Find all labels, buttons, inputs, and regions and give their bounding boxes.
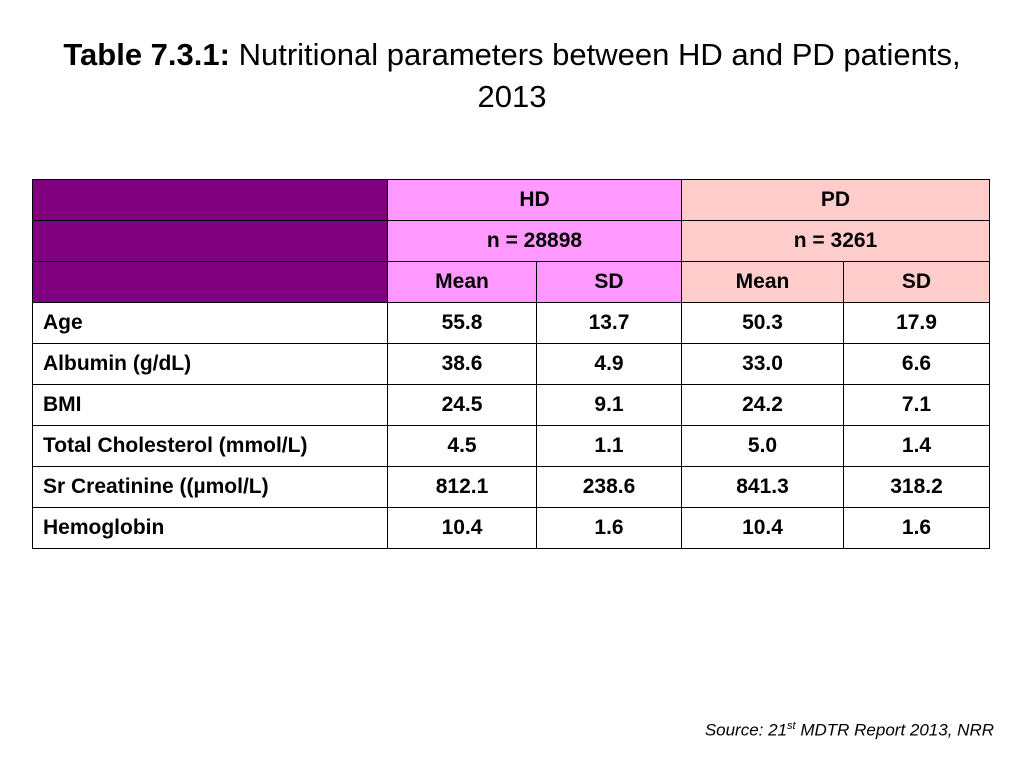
value-cell: 5.0 (681, 425, 844, 467)
value-cell: 1.6 (843, 507, 990, 549)
row-label: BMI (32, 384, 388, 426)
group-header-pd: PD (681, 179, 990, 221)
table-body: Age 55.8 13.7 50.3 17.9 Albumin (g/dL) 38.6 4.9… (32, 302, 990, 549)
value-cell: 13.7 (536, 302, 682, 344)
value-cell: 17.9 (843, 302, 990, 344)
nutrition-table: HD PD n = 28898 n = 3261 Mean SD Mean SD… (32, 179, 990, 549)
table-number: Table 7.3.1: (63, 37, 230, 72)
group-header-row: HD PD (32, 179, 990, 221)
value-cell: 9.1 (536, 384, 682, 426)
source-prefix: Source: 21 (704, 720, 788, 740)
value-cell: 33.0 (681, 343, 844, 385)
value-cell: 238.6 (536, 466, 682, 508)
value-cell: 50.3 (681, 302, 844, 344)
table-caption: Nutritional parameters between HD and PD… (238, 37, 961, 114)
subheader-pd-sd: SD (843, 261, 990, 303)
table-row: Sr Creatinine ((µmol/L) 812.1 238.6 841.3 31… (32, 466, 990, 508)
value-cell: 841.3 (681, 466, 844, 508)
corner-cell (32, 179, 388, 221)
value-cell: 10.4 (681, 507, 844, 549)
value-cell: 24.5 (387, 384, 537, 426)
table-row: Hemoglobin 10.4 1.6 10.4 1.6 (32, 507, 990, 549)
subheader-row: Mean SD Mean SD (32, 261, 990, 303)
value-cell: 38.6 (387, 343, 537, 385)
sample-size-hd: n = 28898 (387, 220, 682, 262)
value-cell: 1.4 (843, 425, 990, 467)
row-label: Sr Creatinine ((µmol/L) (32, 466, 388, 508)
table-row: Albumin (g/dL) 38.6 4.9 33.0 6.6 (32, 343, 990, 385)
page-title: Table 7.3.1: Nutritional parameters betw… (60, 34, 964, 118)
corner-cell (32, 220, 388, 262)
value-cell: 1.6 (536, 507, 682, 549)
table-row: Age 55.8 13.7 50.3 17.9 (32, 302, 990, 344)
source-note: Source: 21st MDTR Report 2013, NRR (705, 720, 994, 741)
corner-cell (32, 261, 388, 303)
source-superscript: st (787, 720, 796, 732)
row-label: Age (32, 302, 388, 344)
row-label: Albumin (g/dL) (32, 343, 388, 385)
value-cell: 55.8 (387, 302, 537, 344)
source-suffix: MDTR Report 2013, NRR (795, 720, 994, 740)
sample-size-pd: n = 3261 (681, 220, 990, 262)
table-row: Total Cholesterol (mmol/L) 4.5 1.1 5.0 1.4 (32, 425, 990, 467)
value-cell: 1.1 (536, 425, 682, 467)
subheader-hd-sd: SD (536, 261, 682, 303)
value-cell: 4.5 (387, 425, 537, 467)
value-cell: 7.1 (843, 384, 990, 426)
row-label: Total Cholesterol (mmol/L) (32, 425, 388, 467)
subheader-pd-mean: Mean (681, 261, 844, 303)
sample-size-row: n = 28898 n = 3261 (32, 220, 990, 262)
value-cell: 318.2 (843, 466, 990, 508)
value-cell: 4.9 (536, 343, 682, 385)
value-cell: 812.1 (387, 466, 537, 508)
value-cell: 24.2 (681, 384, 844, 426)
value-cell: 6.6 (843, 343, 990, 385)
row-label: Hemoglobin (32, 507, 388, 549)
table-row: BMI 24.5 9.1 24.2 7.1 (32, 384, 990, 426)
group-header-hd: HD (387, 179, 682, 221)
subheader-hd-mean: Mean (387, 261, 537, 303)
value-cell: 10.4 (387, 507, 537, 549)
